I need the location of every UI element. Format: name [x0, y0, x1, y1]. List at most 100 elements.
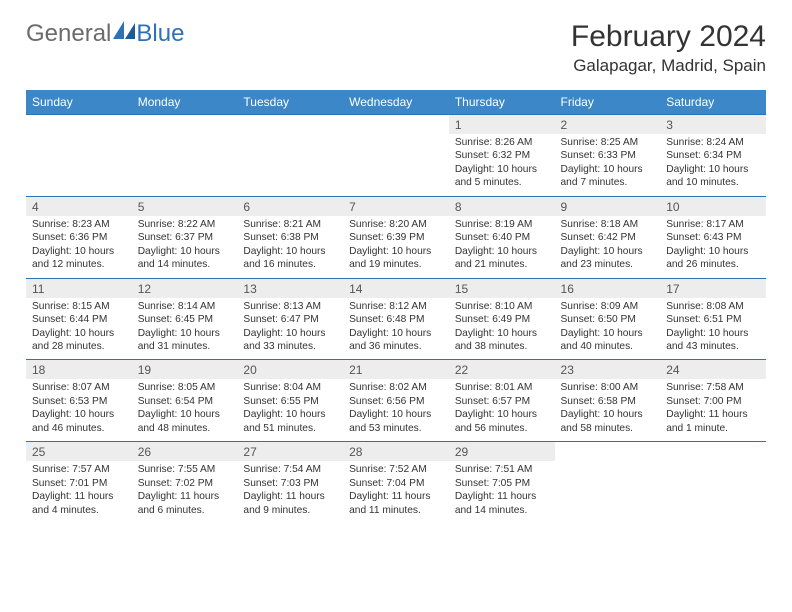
day-number-cell — [237, 115, 343, 135]
sunrise-text: Sunrise: 8:05 AM — [138, 381, 232, 394]
sunrise-text: Sunrise: 8:17 AM — [666, 218, 760, 231]
day-number-cell: 8 — [449, 196, 555, 216]
day-data: Sunrise: 7:58 AMSunset: 7:00 PMDaylight:… — [660, 379, 766, 441]
sunset-text: Sunset: 7:00 PM — [666, 395, 760, 408]
day-data-cell: Sunrise: 8:05 AMSunset: 6:54 PMDaylight:… — [132, 379, 238, 441]
day-data — [343, 134, 449, 190]
day-number-cell: 27 — [237, 442, 343, 462]
day-number-cell: 7 — [343, 196, 449, 216]
day-number: 8 — [449, 197, 555, 216]
day-number-cell: 15 — [449, 278, 555, 298]
daylight-text: Daylight: 10 hours and 16 minutes. — [243, 245, 337, 272]
day-data-cell: Sunrise: 8:10 AMSunset: 6:49 PMDaylight:… — [449, 298, 555, 360]
sunset-text: Sunset: 6:55 PM — [243, 395, 337, 408]
day-number: 13 — [237, 279, 343, 298]
week-data-row: Sunrise: 8:23 AMSunset: 6:36 PMDaylight:… — [26, 216, 766, 278]
sunrise-text: Sunrise: 8:25 AM — [561, 136, 655, 149]
sunrise-text: Sunrise: 8:26 AM — [455, 136, 549, 149]
day-data-cell: Sunrise: 8:13 AMSunset: 6:47 PMDaylight:… — [237, 298, 343, 360]
day-number-cell: 25 — [26, 442, 132, 462]
sunset-text: Sunset: 6:58 PM — [561, 395, 655, 408]
day-data: Sunrise: 8:04 AMSunset: 6:55 PMDaylight:… — [237, 379, 343, 441]
sunrise-text: Sunrise: 8:18 AM — [561, 218, 655, 231]
day-data: Sunrise: 8:05 AMSunset: 6:54 PMDaylight:… — [132, 379, 238, 441]
title-month: February 2024 — [571, 20, 766, 54]
week-number-row: 123 — [26, 115, 766, 135]
sunset-text: Sunset: 7:04 PM — [349, 477, 443, 490]
day-number-cell: 2 — [555, 115, 661, 135]
sunset-text: Sunset: 6:57 PM — [455, 395, 549, 408]
week-data-row: Sunrise: 7:57 AMSunset: 7:01 PM Daylight:… — [26, 461, 766, 523]
sunset-text: Sunset: 6:50 PM — [561, 313, 655, 326]
day-data: Sunrise: 8:26 AMSunset: 6:32 PMDaylight:… — [449, 134, 555, 196]
daylight-text: Daylight: 11 hours and 1 minute. — [666, 408, 760, 435]
day-data — [660, 461, 766, 517]
day-data: Sunrise: 8:25 AMSunset: 6:33 PMDaylight:… — [555, 134, 661, 196]
daylight-text: Daylight: 10 hours and 5 minutes. — [455, 163, 549, 190]
day-data-cell: Sunrise: 8:01 AMSunset: 6:57 PMDaylight:… — [449, 379, 555, 441]
daylight-text: Daylight: 11 hours and 9 minutes. — [243, 490, 337, 517]
day-header: Thursday — [449, 90, 555, 115]
sunrise-text: Sunrise: 8:24 AM — [666, 136, 760, 149]
day-data-cell: Sunrise: 7:52 AMSunset: 7:04 PMDaylight:… — [343, 461, 449, 523]
day-number: 16 — [555, 279, 661, 298]
day-data: Sunrise: 8:15 AMSunset: 6:44 PMDaylight:… — [26, 298, 132, 360]
sunrise-text: Sunrise: 8:09 AM — [561, 300, 655, 313]
day-data: Sunrise: 8:17 AMSunset: 6:43 PMDaylight:… — [660, 216, 766, 278]
day-data-cell: Sunrise: 8:23 AMSunset: 6:36 PMDaylight:… — [26, 216, 132, 278]
day-data-cell — [343, 134, 449, 196]
week-data-row: Sunrise: 8:07 AMSunset: 6:53 PMDaylight:… — [26, 379, 766, 441]
day-number-cell — [343, 115, 449, 135]
daylight-text: Daylight: 10 hours and 36 minutes. — [349, 327, 443, 354]
sunrise-text: Sunrise: 8:08 AM — [666, 300, 760, 313]
day-data: Sunrise: 8:20 AMSunset: 6:39 PMDaylight:… — [343, 216, 449, 278]
week-number-row: 45678910 — [26, 196, 766, 216]
daylight-text: Daylight: 10 hours and 12 minutes. — [32, 245, 126, 272]
day-data: Sunrise: 8:22 AMSunset: 6:37 PMDaylight:… — [132, 216, 238, 278]
sunset-text: Sunset: 6:32 PM — [455, 149, 549, 162]
day-data-cell: Sunrise: 8:08 AMSunset: 6:51 PMDaylight:… — [660, 298, 766, 360]
day-data-cell: Sunrise: 8:20 AMSunset: 6:39 PMDaylight:… — [343, 216, 449, 278]
daylight-text: Daylight: 10 hours and 53 minutes. — [349, 408, 443, 435]
sunset-text: Sunset: 6:51 PM — [666, 313, 760, 326]
empty-day — [555, 442, 661, 461]
day-number-cell: 16 — [555, 278, 661, 298]
daylight-text: Daylight: 10 hours and 31 minutes. — [138, 327, 232, 354]
sunset-text: Sunset: 6:36 PM — [32, 231, 126, 244]
week-number-row: 2526272829 — [26, 442, 766, 462]
day-data-cell — [237, 134, 343, 196]
sunrise-text: Sunrise: 8:00 AM — [561, 381, 655, 394]
logo: General Blue — [26, 20, 184, 48]
day-header: Wednesday — [343, 90, 449, 115]
day-data-cell: Sunrise: 7:54 AMSunset: 7:03 PMDaylight:… — [237, 461, 343, 523]
sunrise-text: Sunrise: 7:57 AM — [32, 463, 126, 476]
sunrise-text: Sunrise: 8:22 AM — [138, 218, 232, 231]
sunset-text: Sunset: 6:40 PM — [455, 231, 549, 244]
day-number-cell: 10 — [660, 196, 766, 216]
sunset-text: Sunset: 7:02 PM — [138, 477, 232, 490]
day-number-cell: 12 — [132, 278, 238, 298]
day-number-cell: 4 — [26, 196, 132, 216]
day-number-cell: 14 — [343, 278, 449, 298]
week-data-row: Sunrise: 8:26 AMSunset: 6:32 PMDaylight:… — [26, 134, 766, 196]
day-data-cell: Sunrise: 8:14 AMSunset: 6:45 PMDaylight:… — [132, 298, 238, 360]
day-data-cell: Sunrise: 7:55 AMSunset: 7:02 PMDaylight:… — [132, 461, 238, 523]
sunrise-text: Sunrise: 7:58 AM — [666, 381, 760, 394]
sunset-text: Sunset: 7:01 PM — [32, 477, 126, 490]
day-number-cell: 3 — [660, 115, 766, 135]
day-number-cell: 21 — [343, 360, 449, 380]
day-number-cell: 19 — [132, 360, 238, 380]
day-number-cell: 9 — [555, 196, 661, 216]
day-data: Sunrise: 8:01 AMSunset: 6:57 PMDaylight:… — [449, 379, 555, 441]
day-number-cell: 5 — [132, 196, 238, 216]
sunrise-text: Sunrise: 8:14 AM — [138, 300, 232, 313]
week-number-row: 18192021222324 — [26, 360, 766, 380]
sunrise-text: Sunrise: 8:04 AM — [243, 381, 337, 394]
day-number-cell — [660, 442, 766, 462]
day-number: 21 — [343, 360, 449, 379]
day-data: Sunrise: 8:19 AMSunset: 6:40 PMDaylight:… — [449, 216, 555, 278]
day-number: 11 — [26, 279, 132, 298]
daylight-text: Daylight: 10 hours and 46 minutes. — [32, 408, 126, 435]
day-number: 20 — [237, 360, 343, 379]
sunrise-text: Sunrise: 8:19 AM — [455, 218, 549, 231]
